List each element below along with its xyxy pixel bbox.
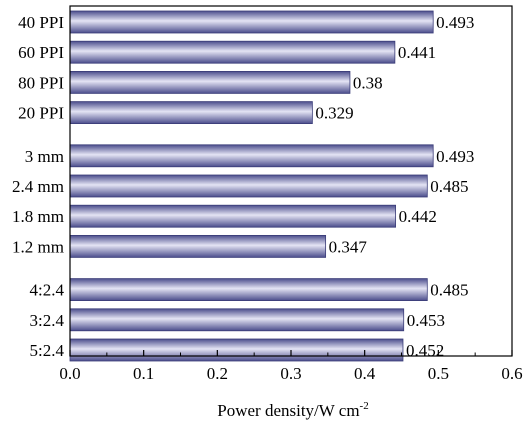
x-axis-title-text: Power density/W cm <box>217 401 359 420</box>
axes-layer: 40 PPI 60 PPI 80 PPI 20 PPI 3 mm 2.4 mm 1.8 mm… <box>12 5 523 383</box>
bar-category-label: 40 PPI <box>18 13 64 32</box>
bar <box>69 234 327 258</box>
x-axis-title-superscript: -2 <box>360 400 369 412</box>
bar-value-label: 0.485 <box>430 281 468 300</box>
x-tick-label: 0.3 <box>280 364 301 383</box>
bar-category-label: 5:2.4 <box>30 341 65 360</box>
bar-value-label: 0.493 <box>436 13 474 32</box>
bar-category-label: 1.8 mm <box>12 207 64 226</box>
bar-value-label: 0.38 <box>353 73 383 92</box>
bar <box>69 204 397 228</box>
bar <box>69 338 404 362</box>
bar-value-label: 0.485 <box>430 177 468 196</box>
bar-category-label: 3:2.4 <box>30 311 65 330</box>
bar <box>69 144 434 168</box>
bar-value-label: 0.441 <box>398 43 436 62</box>
bar <box>69 101 313 124</box>
bar <box>69 10 434 34</box>
bars-layer: 0.4930.4410.380.3290.4930.4850.4420.3470… <box>69 10 474 362</box>
bar-category-label: 4:2.4 <box>30 281 65 300</box>
bar <box>69 278 428 302</box>
bar-category-label: 80 PPI <box>18 73 64 92</box>
x-tick-label: 0.4 <box>354 364 376 383</box>
bar <box>69 174 428 198</box>
x-tick-label: 0.1 <box>133 364 154 383</box>
bar <box>69 40 396 64</box>
bar-value-label: 0.347 <box>329 237 368 256</box>
bar-value-label: 0.452 <box>406 341 444 360</box>
bar-value-label: 0.442 <box>399 207 437 226</box>
bar-value-label: 0.329 <box>315 104 353 123</box>
x-tick-label: 0.2 <box>207 364 228 383</box>
bar-category-label: 60 PPI <box>18 43 64 62</box>
x-tick-label: 0.0 <box>59 364 80 383</box>
bar <box>69 308 405 332</box>
bar-category-label: 3 mm <box>25 147 64 166</box>
bar <box>69 71 351 94</box>
x-tick-label: 0.6 <box>501 364 522 383</box>
bar-value-label: 0.453 <box>407 311 445 330</box>
bar-value-label: 0.493 <box>436 147 474 166</box>
x-axis-title: Power density/W cm-2 <box>217 400 368 420</box>
bar-category-label: 1.2 mm <box>12 237 64 256</box>
bar-category-label: 20 PPI <box>18 104 64 123</box>
x-tick-label: 0.5 <box>428 364 449 383</box>
bar-category-label: 2.4 mm <box>12 177 64 196</box>
